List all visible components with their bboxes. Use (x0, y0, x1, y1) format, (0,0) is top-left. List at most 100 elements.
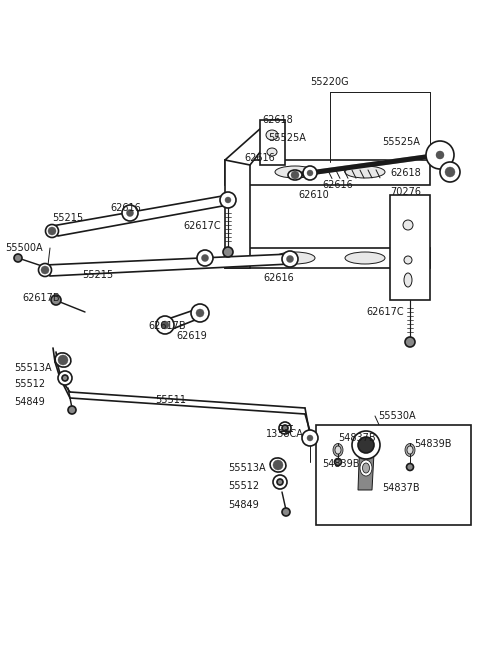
Polygon shape (45, 254, 290, 276)
Circle shape (48, 227, 56, 235)
Ellipse shape (345, 252, 385, 264)
Polygon shape (165, 308, 200, 330)
Circle shape (277, 479, 283, 485)
Circle shape (197, 250, 213, 266)
Circle shape (273, 460, 283, 470)
Text: 55513A: 55513A (228, 463, 265, 473)
Ellipse shape (267, 148, 277, 156)
Text: 55525A: 55525A (268, 133, 306, 143)
Circle shape (122, 205, 138, 221)
Polygon shape (358, 435, 375, 490)
Circle shape (191, 304, 209, 322)
Circle shape (436, 152, 444, 159)
Text: 62617B: 62617B (148, 321, 186, 331)
Circle shape (223, 247, 233, 257)
Ellipse shape (407, 446, 413, 454)
Text: 62618: 62618 (390, 168, 421, 178)
Text: 55215: 55215 (82, 270, 113, 280)
Circle shape (440, 162, 460, 182)
Circle shape (202, 255, 208, 262)
Text: 62617C: 62617C (183, 221, 221, 231)
Circle shape (282, 425, 288, 431)
Ellipse shape (288, 170, 302, 180)
Circle shape (287, 255, 293, 262)
Circle shape (220, 192, 236, 208)
Circle shape (291, 171, 299, 179)
Circle shape (51, 295, 61, 305)
Ellipse shape (38, 264, 51, 276)
Text: 54849: 54849 (14, 397, 45, 407)
Text: 62610: 62610 (298, 190, 329, 200)
Circle shape (127, 209, 133, 216)
Text: 54837B: 54837B (382, 483, 420, 493)
Text: 54839B: 54839B (414, 439, 452, 449)
Ellipse shape (362, 463, 370, 473)
Ellipse shape (403, 220, 413, 230)
Ellipse shape (55, 353, 71, 367)
Circle shape (303, 166, 317, 180)
Circle shape (426, 141, 454, 169)
Ellipse shape (333, 443, 343, 457)
Circle shape (14, 254, 22, 262)
Text: 62617C: 62617C (366, 307, 404, 317)
Ellipse shape (275, 166, 315, 178)
Circle shape (307, 435, 313, 441)
Polygon shape (390, 195, 430, 300)
Text: 1338CA: 1338CA (266, 429, 304, 439)
Circle shape (431, 146, 449, 164)
Circle shape (405, 337, 415, 347)
Circle shape (62, 375, 68, 381)
Text: 55215: 55215 (52, 213, 83, 223)
Text: 62617B: 62617B (22, 293, 60, 303)
Circle shape (282, 508, 290, 516)
Ellipse shape (405, 443, 415, 457)
Text: 55512: 55512 (14, 379, 45, 389)
Bar (316, 425, 471, 525)
Text: 62616: 62616 (110, 203, 141, 213)
Circle shape (407, 464, 413, 470)
Circle shape (445, 167, 455, 177)
Circle shape (58, 355, 68, 365)
Polygon shape (225, 160, 430, 185)
Text: 55511: 55511 (155, 395, 186, 405)
Ellipse shape (404, 273, 412, 287)
Ellipse shape (345, 166, 385, 178)
Text: 55512: 55512 (228, 481, 259, 491)
Text: 54837B: 54837B (338, 433, 376, 443)
Ellipse shape (335, 446, 341, 454)
Circle shape (156, 316, 174, 334)
Ellipse shape (270, 458, 286, 472)
Polygon shape (225, 120, 285, 165)
Circle shape (68, 406, 76, 414)
Circle shape (161, 321, 169, 329)
Circle shape (436, 151, 444, 159)
Circle shape (225, 197, 231, 203)
Text: 55525A: 55525A (382, 137, 420, 147)
Text: 62616: 62616 (322, 180, 353, 190)
Text: 62618: 62618 (262, 115, 293, 125)
Text: 55500A: 55500A (5, 243, 43, 253)
Circle shape (282, 251, 298, 267)
Polygon shape (225, 248, 430, 268)
Circle shape (196, 309, 204, 317)
Circle shape (302, 430, 318, 446)
Circle shape (352, 431, 380, 459)
Ellipse shape (404, 256, 412, 264)
Text: 55513A: 55513A (14, 363, 52, 373)
Text: 55530A: 55530A (378, 411, 416, 421)
Polygon shape (52, 195, 228, 236)
Text: 54849: 54849 (228, 500, 259, 510)
Polygon shape (260, 120, 285, 165)
Text: 62616: 62616 (263, 273, 294, 283)
Circle shape (58, 371, 72, 385)
Text: 62616: 62616 (244, 153, 275, 163)
Circle shape (335, 459, 341, 466)
Ellipse shape (266, 130, 278, 140)
Polygon shape (225, 160, 250, 268)
Circle shape (358, 437, 374, 453)
Ellipse shape (46, 224, 59, 237)
Text: 55220G: 55220G (310, 77, 348, 87)
Circle shape (307, 170, 313, 176)
Ellipse shape (275, 252, 315, 264)
Circle shape (41, 266, 49, 274)
